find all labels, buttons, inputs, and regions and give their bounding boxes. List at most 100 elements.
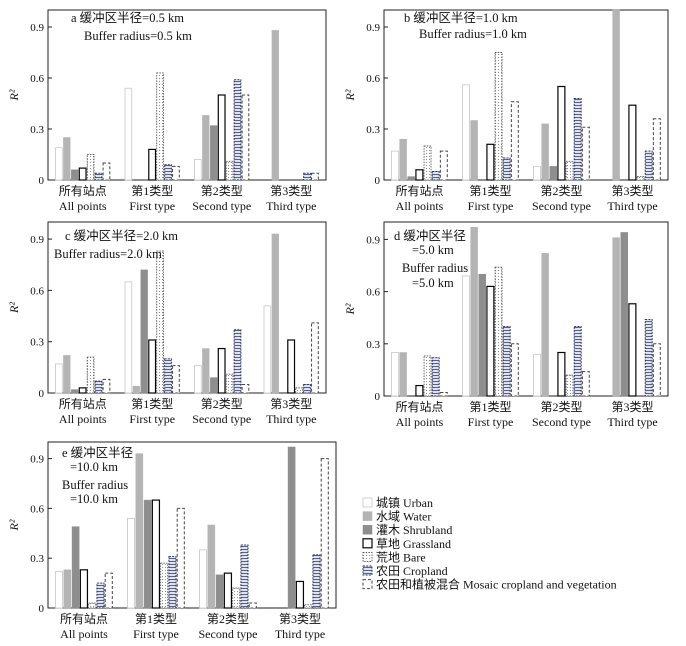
bar-bare: [423, 145, 432, 181]
panel-annotation: Buffer radius=2.0 km: [54, 247, 162, 261]
bar-crop: [96, 582, 105, 609]
category-label-en: Second type: [192, 199, 251, 213]
bar-grass: [217, 94, 226, 181]
bar-urban: [55, 571, 63, 609]
bar-urban: [263, 305, 272, 394]
bar-grass: [486, 143, 495, 181]
category-label-zh: 第1类型: [469, 400, 511, 414]
bar-bare: [225, 373, 234, 394]
bar-mosaic: [652, 343, 661, 397]
category-label-en: All points: [60, 627, 108, 641]
panel-annotation: d 缓冲区半径: [394, 228, 466, 243]
category-label-en: Second type: [192, 412, 251, 426]
bar-mosaic: [439, 392, 448, 397]
bar-grass: [78, 387, 87, 394]
legend-label-crop: 农田 Cropland: [376, 564, 448, 578]
bar-urban: [199, 549, 207, 609]
category-label-en: Third type: [266, 199, 316, 213]
y-axis-label: R²: [343, 303, 357, 315]
category-label-zh: 所有站点: [59, 397, 107, 411]
bar-urban: [124, 281, 133, 394]
category-label-zh: 所有站点: [60, 612, 108, 626]
y-tick-label: 0.6: [366, 73, 380, 85]
bar-water: [202, 115, 210, 181]
y-tick-label: 0.6: [30, 73, 44, 85]
category-label-en: All points: [396, 415, 444, 429]
y-tick-label: 0.3: [30, 337, 44, 349]
category-label-zh: 所有站点: [395, 184, 443, 198]
legend-label-urban: 城镇 Urban: [376, 496, 433, 510]
category-label-en: First type: [468, 199, 514, 213]
bar-urban: [124, 87, 133, 181]
panel-annotation: =10.0 km: [70, 492, 118, 506]
plot-frame: [47, 441, 337, 609]
bar-shrub: [407, 176, 415, 181]
bar-crop: [233, 79, 242, 181]
bar-bare: [304, 604, 313, 609]
bar-shrub: [549, 166, 557, 181]
panel-annotation: Buffer radius: [62, 478, 128, 492]
bar-bare: [565, 160, 574, 181]
category-label-zh: 第3类型: [611, 400, 653, 414]
bar-water: [399, 352, 407, 397]
bar-bare: [86, 154, 95, 181]
bar-water: [541, 253, 549, 397]
y-tick-label: 0.3: [366, 124, 380, 136]
bar-crop: [502, 325, 511, 397]
bar-crop: [94, 380, 103, 394]
category-label-en: All points: [396, 199, 444, 213]
bar-crop: [502, 157, 511, 181]
bar-water: [202, 348, 210, 394]
y-tick-label: 0.9: [366, 22, 380, 34]
panel-annotation: c 缓冲区半径=2.0 km: [65, 228, 178, 243]
bar-water: [132, 385, 140, 394]
bar-grass: [557, 85, 566, 181]
category-label-zh: 所有站点: [395, 400, 443, 414]
category-label-zh: 第1类型: [135, 612, 177, 626]
bar-urban: [533, 353, 541, 397]
y-tick-label: 0: [375, 175, 381, 187]
bar-crop: [164, 164, 172, 181]
category-label-zh: 第2类型: [540, 184, 582, 198]
bar-mosaic: [241, 94, 250, 181]
panel-annotation: Buffer radius: [402, 261, 468, 275]
bar-mosaic: [311, 322, 319, 394]
bar-crop: [644, 318, 653, 397]
legend-swatch-water: [362, 511, 373, 521]
bar-mosaic: [320, 458, 329, 609]
bar-mosaic: [581, 371, 590, 397]
bar-bare: [494, 266, 503, 397]
y-tick-label: 0.3: [366, 339, 380, 351]
bar-mosaic: [581, 126, 590, 181]
panel-annotation: e 缓冲区半径: [62, 445, 133, 460]
bar-grass: [415, 169, 424, 181]
bar-bare: [636, 176, 645, 181]
bar-grass: [415, 384, 424, 397]
bar-grass: [295, 580, 305, 609]
y-axis-label: R²: [7, 302, 21, 314]
bar-water: [399, 138, 407, 181]
category-label-en: First type: [129, 412, 175, 426]
bar-grass: [79, 569, 89, 609]
plot-frame: [383, 221, 669, 397]
bar-grass: [628, 104, 637, 181]
category-label-zh: 第3类型: [611, 184, 653, 198]
bar-mosaic: [172, 165, 180, 181]
bar-bare: [156, 250, 164, 394]
bar-mosaic: [241, 383, 250, 394]
bar-shrub: [140, 269, 148, 394]
panel-annotation: =5.0 km: [412, 276, 454, 290]
category-label-zh: 第3类型: [270, 397, 312, 411]
bar-bare: [156, 72, 164, 181]
bar-shrub: [478, 273, 486, 397]
bar-bare: [88, 602, 97, 609]
bar-bare: [494, 52, 503, 181]
bar-mosaic: [652, 118, 661, 181]
bar-grass: [217, 347, 226, 394]
bar-crop: [303, 172, 311, 181]
